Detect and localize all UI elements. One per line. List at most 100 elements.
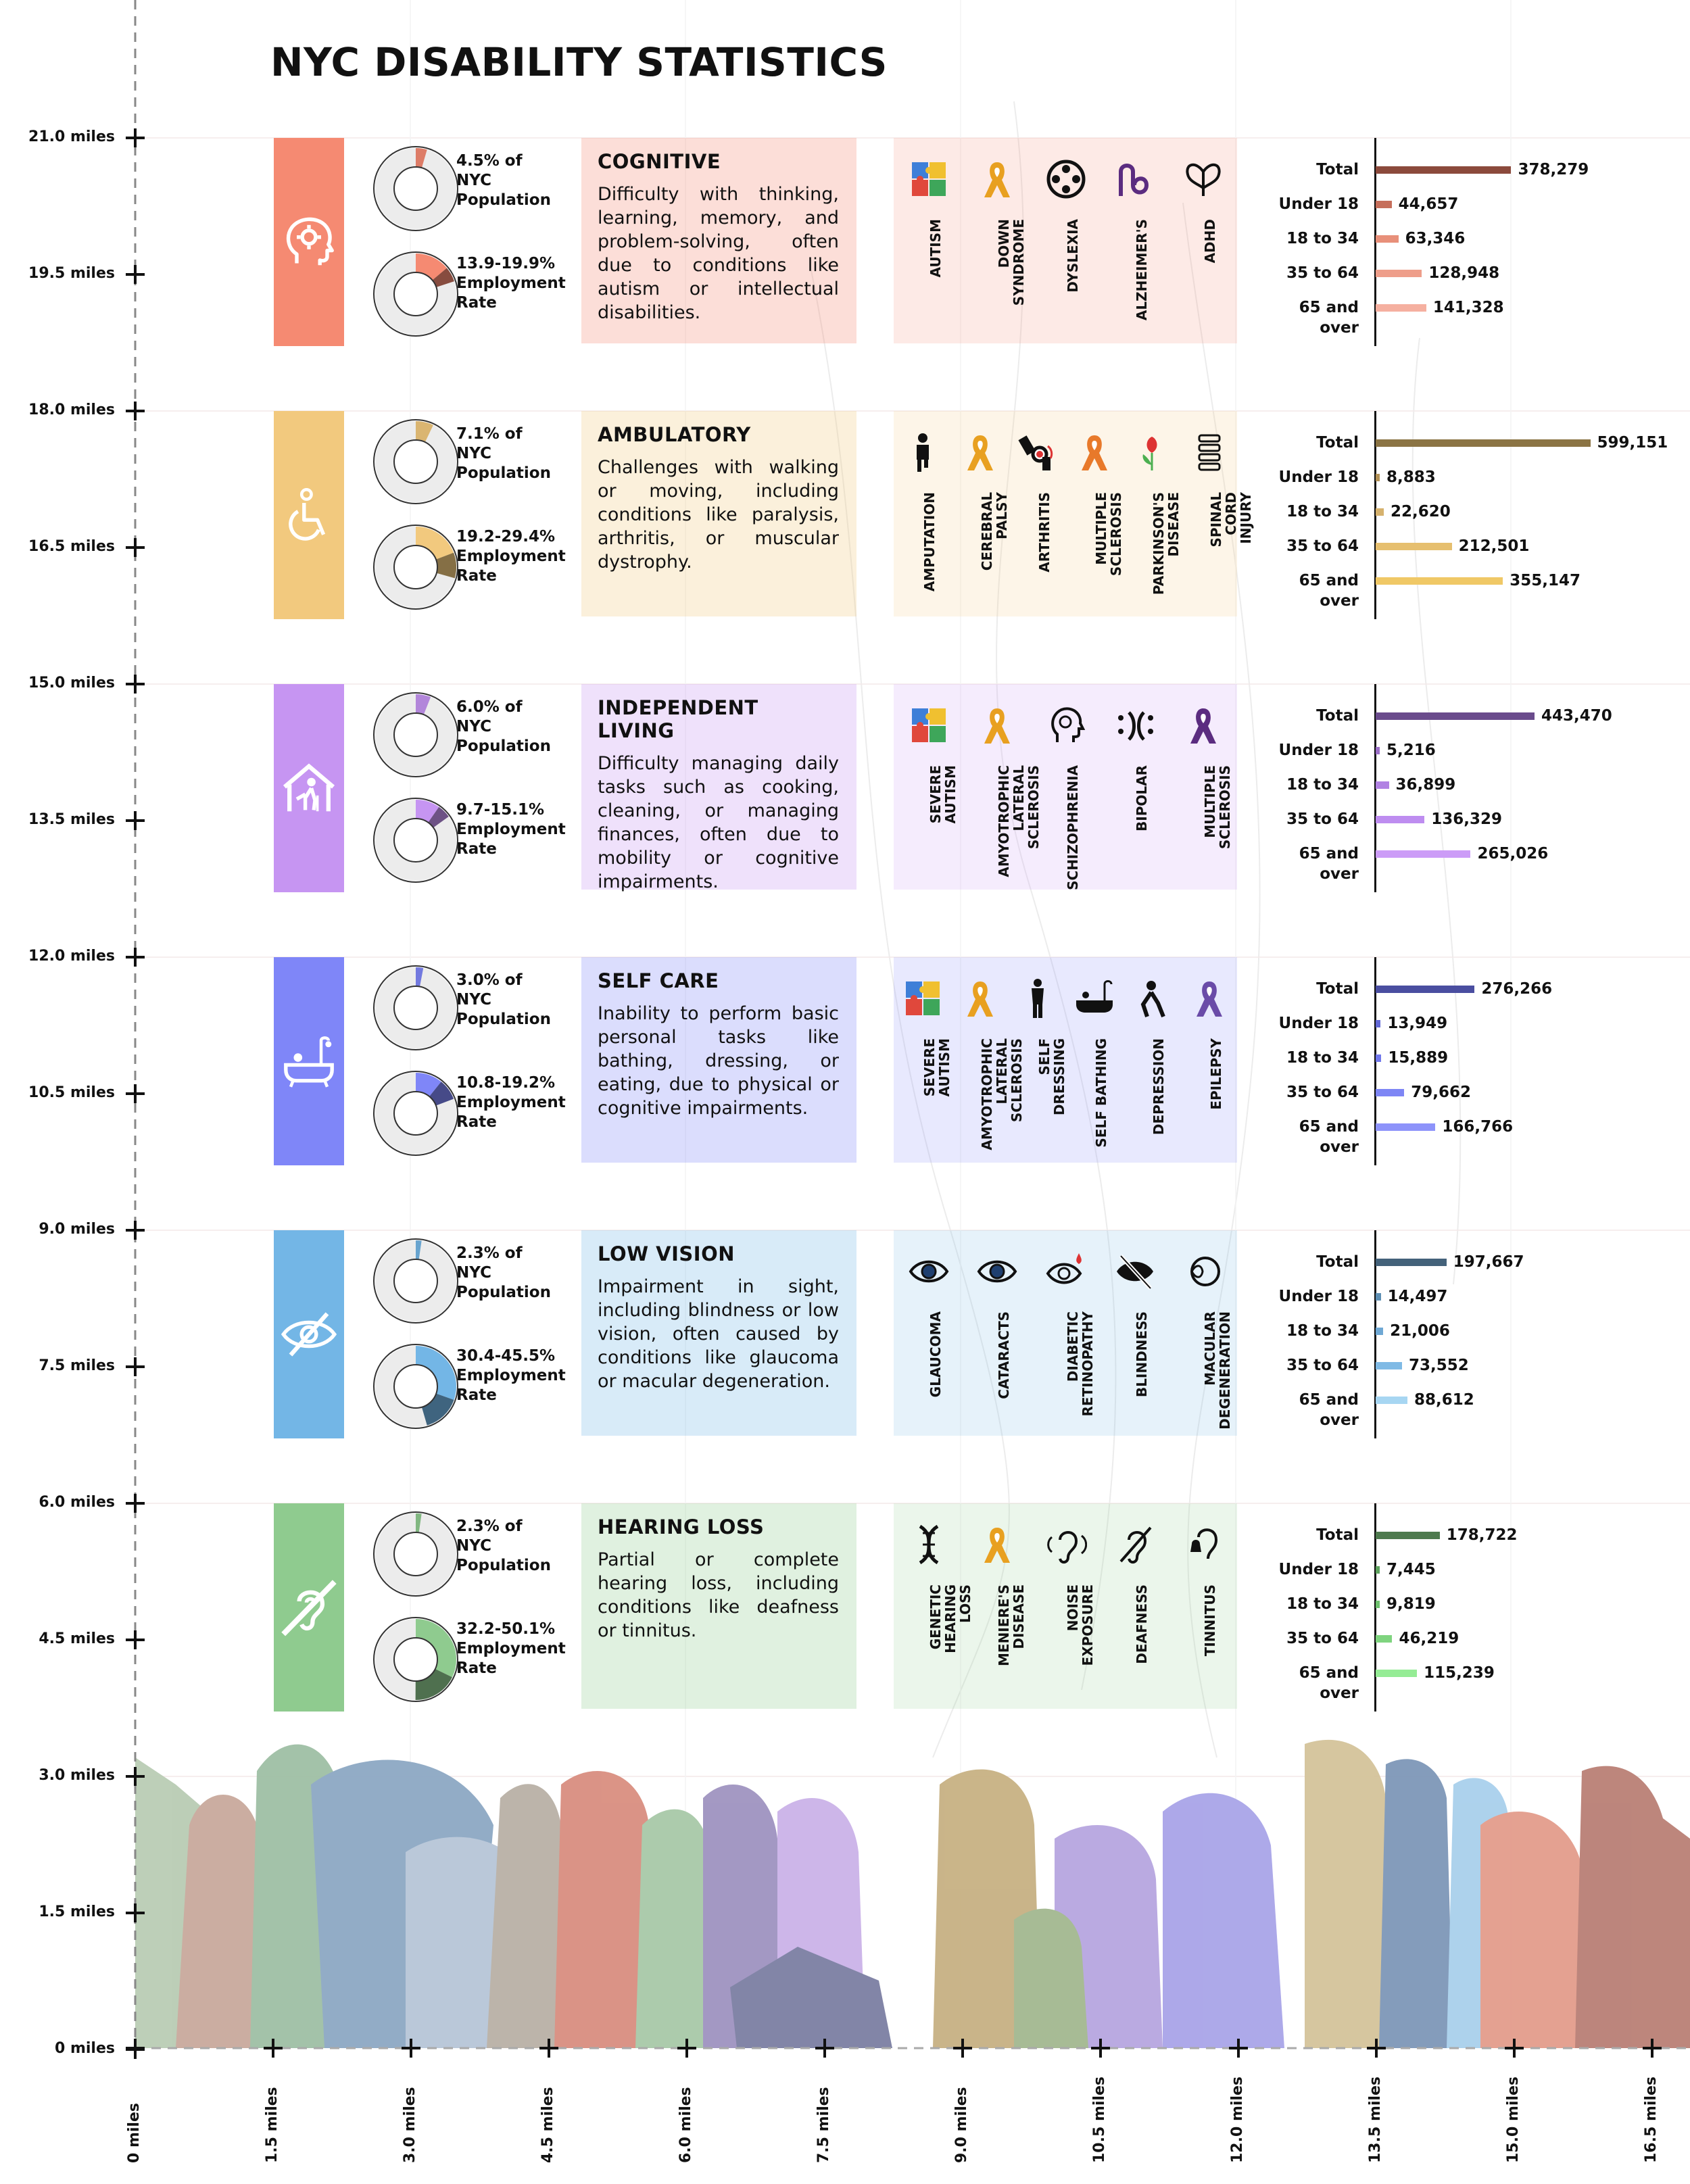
bar [1376, 1328, 1384, 1335]
joint-icon [1018, 435, 1053, 470]
bar-axis [1374, 411, 1376, 619]
bar-value-label: 443,470 [1541, 707, 1612, 725]
employment-donut [373, 1617, 458, 1702]
condition-item: AMPUTATION [895, 411, 949, 616]
condition-label: EPILEPSY [1207, 1038, 1224, 1110]
bar-value-label: 265,026 [1477, 845, 1549, 863]
employment-donut [373, 1071, 458, 1156]
ear-waves-icon [1047, 1531, 1087, 1563]
section-description: Impairment in sight, including blindness… [598, 1276, 839, 1392]
employment-label: 19.2-29.4% Employment Rate [456, 528, 566, 585]
employment-label: 10.8-19.2% Employment Rate [456, 1074, 566, 1131]
x-tick-label: 15.0 miles [1505, 2077, 1522, 2163]
category-strip [274, 1230, 344, 1438]
donut-segment [435, 552, 456, 579]
section-title: INDEPENDENT LIVING [598, 696, 758, 742]
ribbon-icon [1190, 708, 1217, 744]
y-tick-label: 21.0 miles [28, 128, 115, 145]
bar-axis [1374, 1230, 1376, 1438]
age-bar-chart: Total 378,279 Under 18 44,657 18 to 34 63,346… [1264, 138, 1683, 346]
description-box: LOW VISION Impairment in sight, including… [581, 1230, 856, 1436]
dna-icon [919, 1524, 939, 1565]
bar [1376, 1635, 1393, 1643]
eye-icon [977, 1260, 1017, 1283]
conditions-box: AUTISM DOWN SYNDROME DYSLEXIA ALZHEIMER'S ADH… [894, 138, 1237, 343]
condition-label: ADHD [1202, 219, 1219, 264]
age-bar-chart: Total 276,266 Under 18 13,949 18 to 34 15,889… [1264, 957, 1683, 1165]
bar-value-label: 7,445 [1386, 1561, 1436, 1578]
bar [1376, 1089, 1405, 1096]
bar [1376, 986, 1475, 993]
condition-label: AUTISM [927, 219, 944, 278]
puzzle-icon [911, 708, 946, 742]
bar [1376, 304, 1426, 312]
y-tick [126, 128, 145, 147]
x-tick [1229, 2039, 1248, 2058]
condition-item: GENETIC HEARING LOSS [901, 1503, 973, 1709]
ribbon-icon [1196, 981, 1222, 1017]
population-donut [373, 692, 458, 777]
bar-category-label: Under 18 [1278, 1561, 1359, 1578]
x-tick-label: 13.5 miles [1367, 2077, 1384, 2163]
employment-donut [373, 798, 458, 883]
population-label: 6.0% of NYC Population [456, 698, 551, 755]
section-title: HEARING LOSS [598, 1515, 765, 1538]
condition-label: GLAUCOMA [927, 1311, 944, 1398]
ribbon-icon [984, 162, 1011, 197]
y-tick-label: 3.0 miles [39, 1767, 115, 1784]
y-tick [126, 1767, 145, 1786]
bar [1376, 1566, 1380, 1574]
bar-category-label: 65 and over [1299, 845, 1359, 883]
description-box: AMBULATORY Challenges with walking or mov… [581, 411, 856, 616]
bar-category-label: Under 18 [1278, 468, 1359, 486]
population-label: 4.5% of NYC Population [456, 152, 551, 209]
x-tick-label: 6.0 miles [677, 2087, 694, 2163]
bar-value-label: 15,889 [1388, 1049, 1449, 1067]
y-tick-label: 15.0 miles [28, 675, 115, 691]
section-description: Partial or complete hearing loss, includ… [598, 1549, 839, 1641]
bar-category-label: 18 to 34 [1286, 1049, 1359, 1067]
condition-item: NOISE EXPOSURE [1038, 1503, 1096, 1709]
y-tick-label: 7.5 miles [39, 1357, 115, 1374]
bar-value-label: 13,949 [1387, 1015, 1448, 1032]
y-tick [126, 538, 145, 557]
condition-item: AUTISM [901, 138, 955, 343]
eye-slash-icon [281, 1312, 337, 1357]
condition-label: AMYOTROPHIC LATERAL SCLEROSIS [996, 765, 1042, 877]
population-label: 2.3% of NYC Population [456, 1244, 551, 1301]
spine-icon [1198, 434, 1221, 471]
eye-icon [909, 1260, 949, 1283]
bar [1376, 1293, 1381, 1301]
bar-category-label: 35 to 64 [1286, 537, 1359, 555]
bar-value-label: 115,239 [1424, 1664, 1495, 1682]
ear-slash-icon [1119, 1526, 1152, 1563]
y-tick [126, 1630, 145, 1649]
bar [1376, 816, 1425, 823]
condition-label: BLINDNESS [1133, 1311, 1150, 1398]
employment-donut [373, 251, 458, 337]
bar-value-label: 73,552 [1408, 1357, 1469, 1374]
population-donut [373, 419, 458, 504]
y-tick-label: 13.5 miles [28, 811, 115, 828]
x-tick-label: 10.5 miles [1091, 2077, 1108, 2163]
bar-value-label: 46,219 [1399, 1630, 1459, 1647]
y-tick [126, 1221, 145, 1240]
condition-label: MULTIPLE SCLEROSIS [1202, 765, 1234, 850]
ribbon-icon [1082, 435, 1108, 470]
x-tick [815, 2039, 834, 2058]
x-tick [264, 2039, 283, 2058]
donut-segment [415, 421, 433, 443]
donut-segment [415, 1619, 456, 1678]
x-tick-label: 12.0 miles [1229, 2077, 1246, 2163]
bar-value-label: 197,667 [1453, 1253, 1524, 1271]
condition-item: ARTHRITIS [1010, 411, 1064, 616]
section-title: SELF CARE [598, 969, 719, 992]
bar [1376, 1670, 1418, 1677]
condition-item: SPINAL CORD INJURY [1182, 411, 1254, 616]
bar-value-label: 212,501 [1458, 537, 1530, 555]
population-donut [373, 965, 458, 1050]
bar-category-label: Total [1316, 980, 1359, 998]
condition-label: SCHIZOPHRENIA [1065, 765, 1081, 890]
section-description: Inability to perform basic personal task… [598, 1003, 839, 1119]
condition-item: CEREBRAL PALSY [952, 411, 1010, 616]
